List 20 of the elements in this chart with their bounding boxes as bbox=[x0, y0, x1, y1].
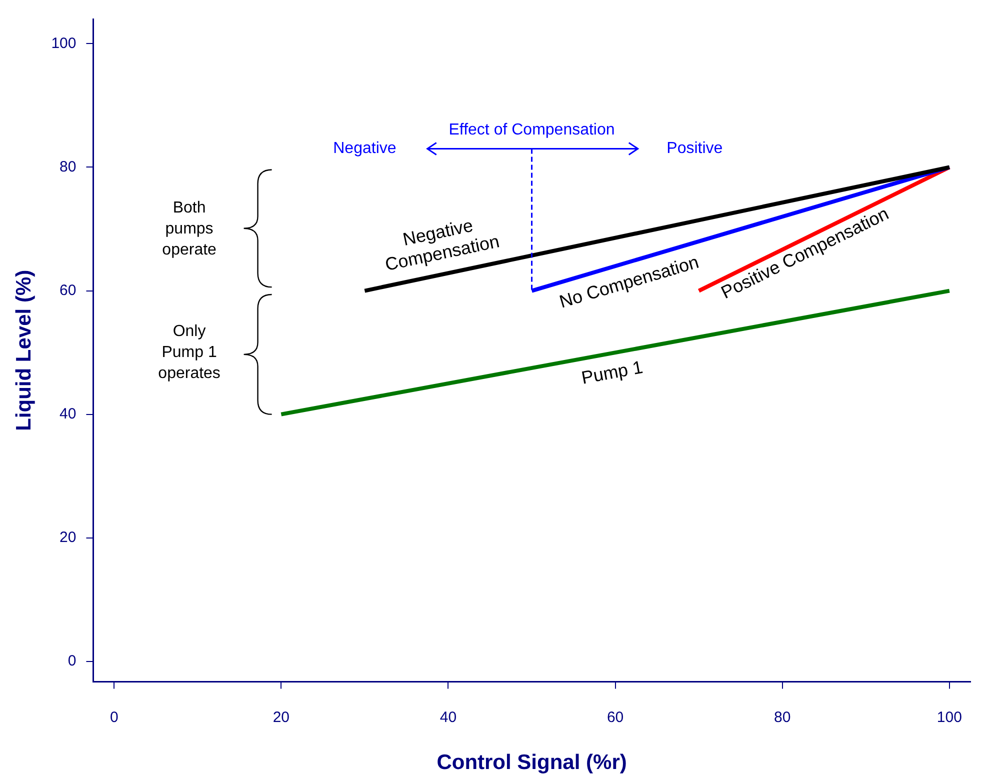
y-tick-label: 100 bbox=[51, 34, 76, 52]
y-axis-title: Liquid Level (%) bbox=[12, 270, 36, 431]
annotation: Effect of Compensation bbox=[448, 122, 615, 139]
text: Pump 1 bbox=[580, 356, 644, 388]
annotation: Positive bbox=[666, 140, 723, 158]
y-tick-label: 20 bbox=[60, 529, 76, 546]
x-axis-title: Control Signal (%r) bbox=[436, 751, 627, 774]
y-tick-label: 60 bbox=[60, 282, 76, 299]
x-tick-label: 80 bbox=[774, 708, 791, 726]
x-tick-label: 60 bbox=[606, 708, 624, 726]
x-tick-label: 100 bbox=[936, 708, 962, 726]
y-tick-label: 0 bbox=[68, 652, 76, 670]
x-tick-label: 0 bbox=[110, 708, 118, 726]
y-tick-label: 80 bbox=[60, 158, 76, 176]
x-tick-label: 40 bbox=[440, 708, 457, 726]
x-tick-label: 20 bbox=[272, 708, 290, 726]
annotation: Negative bbox=[333, 140, 396, 158]
y-tick-label: 40 bbox=[60, 405, 76, 422]
annotation: Only Pump 1 operates bbox=[158, 322, 220, 382]
annotation: Both pumps operate bbox=[162, 199, 217, 258]
